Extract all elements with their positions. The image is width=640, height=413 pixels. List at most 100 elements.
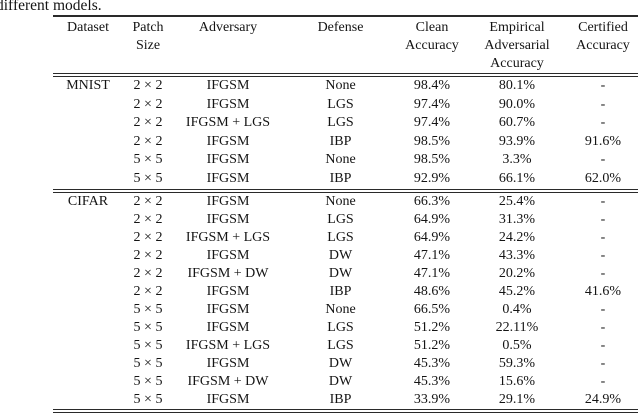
cell-defense: IBP [329, 283, 352, 299]
cell-patch-size: 2 × 2 [133, 265, 163, 281]
col-header-clean-accuracy: Clean Accuracy [398, 16, 466, 77]
cell-dataset [53, 114, 123, 133]
col-header-certified-line1: Certified [578, 20, 628, 35]
cell-clean-accuracy: 98.5% [413, 152, 451, 168]
table-row: 2 × 2 IFGSM + DW DW 47.1% 20.2% - [53, 265, 638, 283]
cell-patch-size: 2 × 2 [133, 96, 163, 112]
cell-defense: DW [328, 247, 353, 263]
cell-empirical-accuracy: 66.1% [498, 170, 536, 186]
cell-certified-accuracy: - [600, 265, 606, 281]
cell-clean-accuracy: 66.5% [413, 301, 451, 317]
cell-patch-size: 5 × 5 [133, 391, 163, 407]
cell-dataset [53, 265, 123, 283]
table-row: 5 × 5 IFGSM + LGS LGS 51.2% 0.5% - [53, 337, 638, 355]
table-row: 5 × 5 IFGSM IBP 33.9% 29.1% 24.9% [53, 391, 638, 411]
cell-adversary: IFGSM [206, 355, 250, 371]
cell-defense: LGS [327, 337, 354, 353]
cell-empirical-accuracy: 0.4% [502, 301, 532, 317]
cell-clean-accuracy: 45.3% [413, 373, 451, 389]
caption-text: different models. [0, 0, 102, 14]
cell-clean-accuracy: 33.9% [413, 391, 451, 407]
cell-empirical-accuracy: 90.0% [498, 96, 536, 112]
cell-dataset [53, 133, 123, 152]
table-row: 2 × 2 IFGSM DW 47.1% 43.3% - [53, 247, 638, 265]
cell-defense: None [325, 152, 356, 168]
cell-certified-accuracy: - [600, 211, 606, 227]
cell-empirical-accuracy: 31.3% [498, 211, 536, 227]
table-header: Dataset Patch Size Adversary Defense Cle… [53, 16, 638, 77]
cell-empirical-accuracy: 22.11% [495, 319, 539, 335]
cell-defense: LGS [327, 96, 354, 112]
cell-defense: LGS [327, 211, 354, 227]
cell-dataset [53, 211, 123, 229]
col-header-adversary: Adversary [173, 16, 283, 77]
cell-patch-size: 5 × 5 [133, 152, 163, 168]
cell-patch-size: 5 × 5 [133, 301, 163, 317]
cell-clean-accuracy: 51.2% [413, 337, 451, 353]
cell-defense: None [325, 193, 356, 209]
table-row: 2 × 2 IFGSM LGS 97.4% 90.0% - [53, 96, 638, 115]
cell-defense: LGS [327, 319, 354, 335]
col-header-patch-size: Patch Size [123, 16, 173, 77]
cell-dataset [53, 229, 123, 247]
cell-dataset [53, 170, 123, 191]
cell-empirical-accuracy: 80.1% [498, 78, 536, 93]
cell-certified-accuracy: 24.9% [584, 391, 622, 407]
cell-dataset: CIFAR [67, 193, 109, 209]
col-header-certified-line2: Accuracy [576, 38, 630, 53]
cell-defense: None [325, 301, 356, 317]
cell-clean-accuracy: 51.2% [413, 319, 451, 335]
cell-patch-size: 5 × 5 [133, 355, 163, 371]
col-header-empirical-line2: Adversarial [484, 38, 550, 53]
cell-adversary: IFGSM [206, 211, 250, 227]
cell-patch-size: 2 × 2 [133, 247, 163, 263]
table-row: 2 × 2 IFGSM IBP 48.6% 45.2% 41.6% [53, 283, 638, 301]
cell-clean-accuracy: 98.5% [413, 133, 451, 149]
cell-adversary: IFGSM [206, 283, 250, 299]
cell-empirical-accuracy: 45.2% [498, 283, 536, 299]
col-header-empirical-line3: Accuracy [490, 56, 544, 71]
cifar-section: CIFAR 2 × 2 IFGSM None 66.3% 25.4% - 2 ×… [53, 190, 638, 411]
col-header-clean-line2: Accuracy [405, 38, 459, 53]
cell-certified-accuracy: - [600, 78, 606, 93]
cell-defense: LGS [327, 229, 354, 245]
cell-patch-size: 5 × 5 [133, 170, 163, 186]
cell-certified-accuracy: - [600, 115, 606, 131]
cell-empirical-accuracy: 29.1% [498, 391, 536, 407]
cell-dataset [53, 96, 123, 115]
cell-patch-size: 2 × 2 [133, 78, 163, 93]
cell-dataset [53, 337, 123, 355]
cell-patch-size: 2 × 2 [133, 211, 163, 227]
col-header-certified-accuracy: Certified Accuracy [568, 16, 638, 77]
cell-empirical-accuracy: 59.3% [498, 355, 536, 371]
cell-adversary: IFGSM [206, 170, 250, 186]
cell-empirical-accuracy: 20.2% [498, 265, 536, 281]
col-header-empirical-line1: Empirical [489, 20, 545, 35]
cell-empirical-accuracy: 24.2% [498, 229, 536, 245]
results-table: Dataset Patch Size Adversary Defense Cle… [53, 15, 638, 413]
mnist-section: MNIST 2 × 2 IFGSM None 98.4% 80.1% - 2 ×… [53, 75, 638, 191]
table-row: 2 × 2 IFGSM LGS 64.9% 31.3% - [53, 211, 638, 229]
cell-certified-accuracy: 41.6% [584, 283, 622, 299]
cell-dataset [53, 355, 123, 373]
col-header-patch-line1: Patch [132, 20, 164, 35]
cell-dataset [53, 391, 123, 411]
table-row: 5 × 5 IFGSM None 98.5% 3.3% - [53, 151, 638, 170]
cell-patch-size: 2 × 2 [133, 229, 163, 245]
cell-dataset [53, 283, 123, 301]
cell-empirical-accuracy: 93.9% [498, 133, 536, 149]
cell-adversary: IFGSM [206, 301, 250, 317]
cell-clean-accuracy: 66.3% [413, 193, 451, 209]
cell-empirical-accuracy: 60.7% [498, 115, 536, 131]
cell-adversary: IFGSM [206, 133, 250, 149]
cell-defense: IBP [329, 133, 352, 149]
cell-defense: DW [328, 355, 353, 371]
cell-empirical-accuracy: 43.3% [498, 247, 536, 263]
cell-certified-accuracy: - [600, 373, 606, 389]
col-header-defense-label: Defense [317, 20, 364, 35]
cell-clean-accuracy: 92.9% [413, 170, 451, 186]
cell-patch-size: 2 × 2 [133, 115, 163, 131]
cell-clean-accuracy: 98.4% [413, 78, 451, 93]
cell-adversary: IFGSM [206, 96, 250, 112]
